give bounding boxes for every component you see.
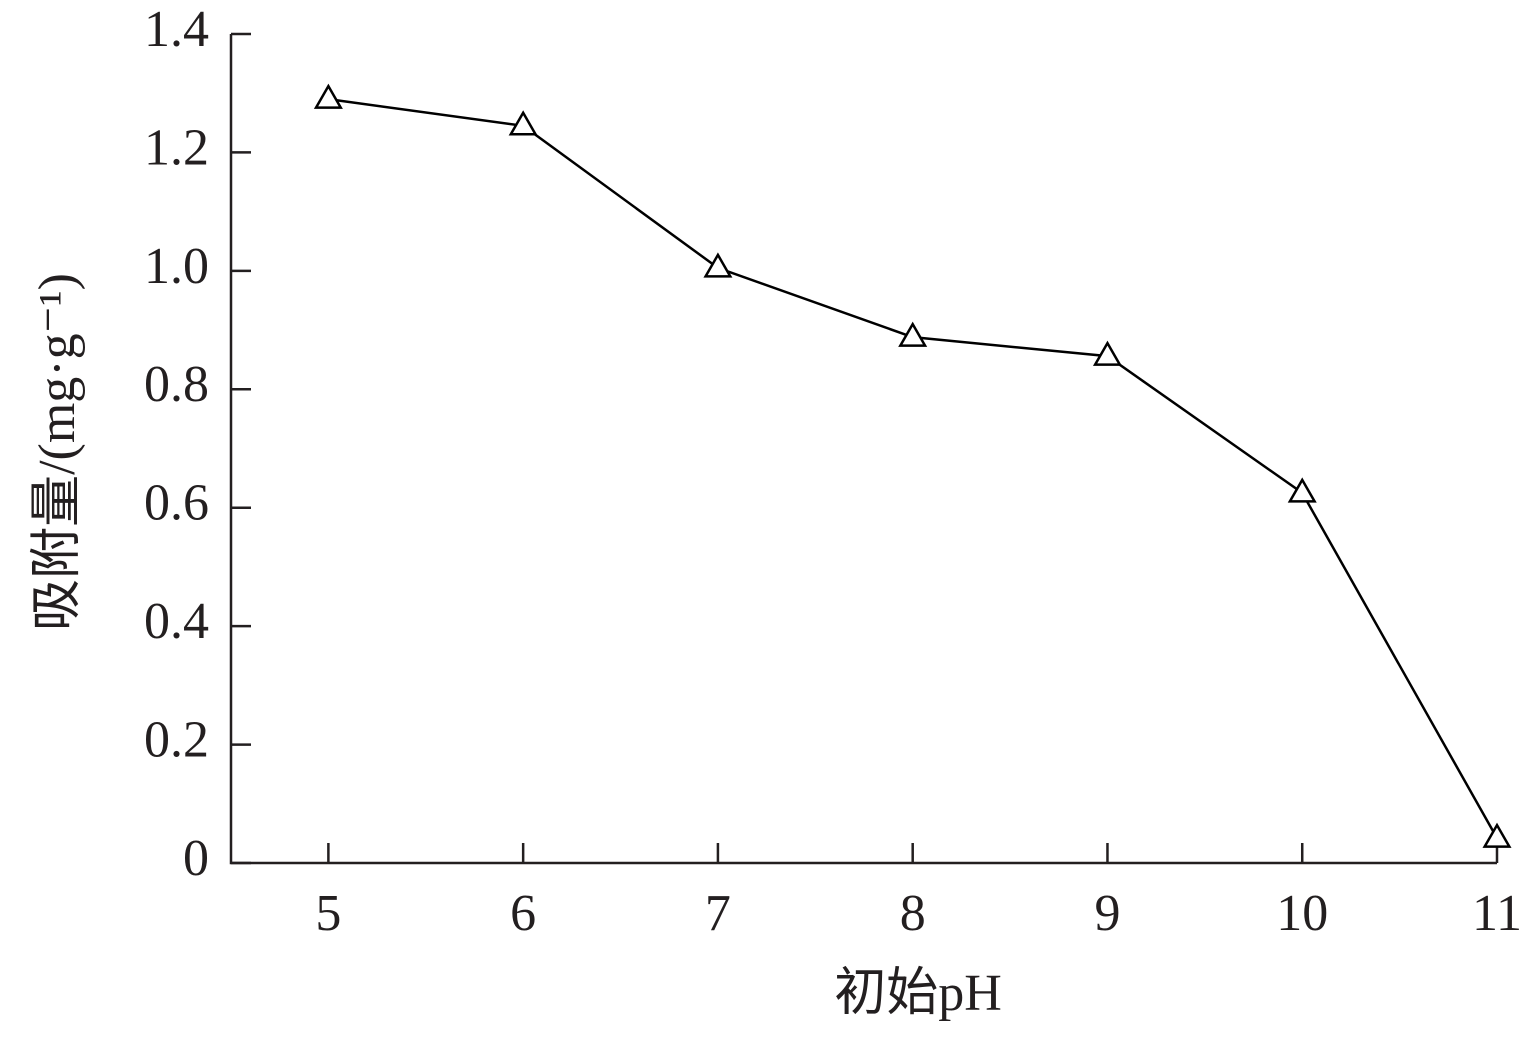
x-tick-label: 9 xyxy=(1094,885,1120,942)
marker xyxy=(508,110,538,136)
marker xyxy=(1287,477,1317,503)
x-tick-label: 11 xyxy=(1472,885,1522,942)
y-tick-label: 1.2 xyxy=(144,119,209,176)
x-axis-label: 初始pH xyxy=(834,965,1002,1022)
marker xyxy=(703,252,733,278)
marker xyxy=(898,321,928,347)
y-axis-label: 吸附量/(mg·g⁻¹) xyxy=(29,273,86,631)
x-tick-label: 6 xyxy=(510,885,536,942)
marker xyxy=(1092,340,1122,366)
y-tick-label: 0.8 xyxy=(144,356,209,413)
x-tick-label: 5 xyxy=(315,885,341,942)
marker xyxy=(313,83,343,109)
marker xyxy=(1482,822,1512,848)
data-line xyxy=(328,97,1499,839)
axes xyxy=(229,34,1497,865)
y-tick-label: 0.2 xyxy=(144,712,209,769)
x-tick-label: 7 xyxy=(705,885,731,942)
y-tick-label: 0.6 xyxy=(144,475,209,532)
x-tick-label: 8 xyxy=(900,885,926,942)
y-tick-label: 0 xyxy=(183,830,209,887)
y-tick-label: 1.4 xyxy=(144,1,209,58)
y-tick-label: 0.4 xyxy=(144,593,209,650)
y-tick-label: 1.0 xyxy=(144,238,209,295)
x-tick-label: 10 xyxy=(1276,885,1328,942)
